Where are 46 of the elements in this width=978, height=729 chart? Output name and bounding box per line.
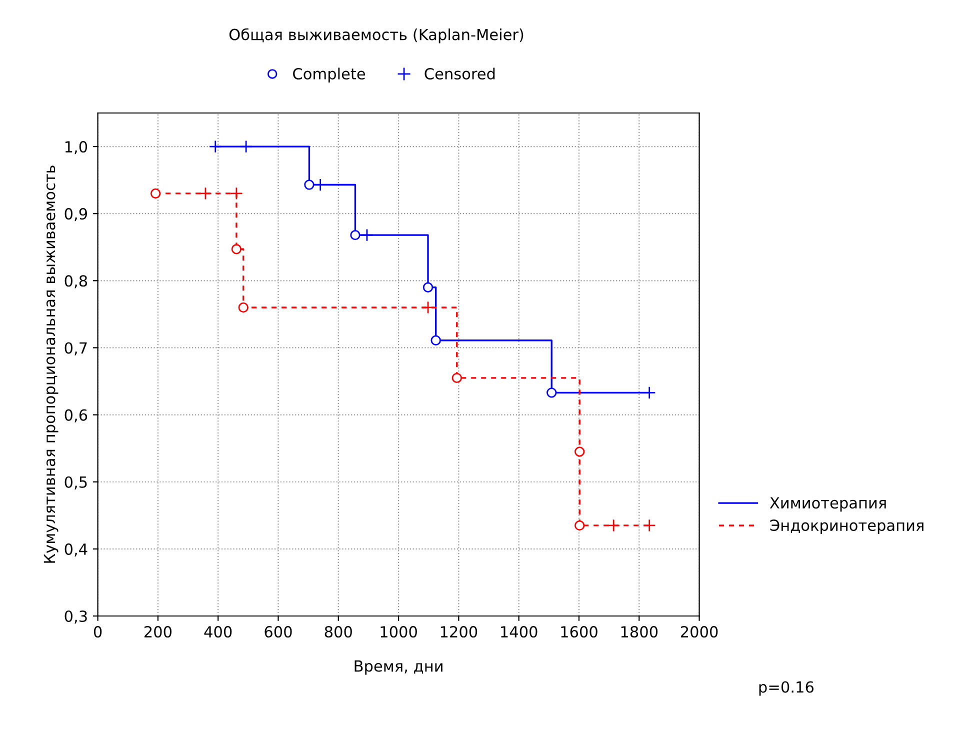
y-tick-label: 0,4 <box>64 543 88 557</box>
legend-label: Complete <box>293 68 366 82</box>
y-tick-label: 1,0 <box>65 140 88 154</box>
chart-title: Общая выживаемость (Kaplan-Meier) <box>229 28 524 44</box>
y-tick-label: 0,5 <box>64 476 87 490</box>
point <box>304 180 314 190</box>
point <box>350 230 360 240</box>
y-tick-label: 0,7 <box>64 342 87 356</box>
x-tick-label: 800 <box>324 626 352 638</box>
x-tick-label: 600 <box>264 626 292 638</box>
point <box>240 140 253 154</box>
x-tick-label: 2000 <box>680 626 718 638</box>
x-tick-label: 400 <box>204 626 232 638</box>
x-tick-label: 1000 <box>380 626 417 638</box>
point <box>422 282 434 292</box>
point <box>546 388 557 398</box>
y-axis-title: Кумулятивная пропорциональная выживаемость <box>44 166 58 563</box>
point <box>574 446 585 457</box>
point <box>607 518 620 532</box>
text: p=0.16 <box>759 681 814 696</box>
point <box>642 518 656 532</box>
y-tick-label: 0,6 <box>64 409 88 422</box>
legend-label: Эндокринотерапия <box>770 519 924 534</box>
point <box>360 228 374 242</box>
x-tick-label: 1400 <box>501 626 538 638</box>
x-tick-label: 200 <box>144 626 172 638</box>
point <box>430 335 441 346</box>
y-tick-label: 0,9 <box>64 208 88 222</box>
x-axis-title: Время, дни <box>354 660 442 675</box>
point <box>574 520 585 531</box>
x-tick-label: 0 <box>94 626 102 638</box>
point <box>231 244 242 254</box>
point <box>230 186 243 200</box>
y-tick-label: 0,8 <box>64 275 88 288</box>
y-tick-label: 0,3 <box>64 610 87 624</box>
point <box>150 188 161 199</box>
point <box>198 186 212 200</box>
legend-label: Censored <box>424 68 495 80</box>
point <box>238 302 248 313</box>
point <box>422 300 435 314</box>
x-tick-label: 1800 <box>621 626 658 638</box>
legend-label: Химиотерапия <box>770 497 886 512</box>
point <box>452 372 462 383</box>
x-tick-label: 1600 <box>561 626 598 638</box>
x-tick-label: 1200 <box>440 626 478 638</box>
point <box>208 140 222 154</box>
